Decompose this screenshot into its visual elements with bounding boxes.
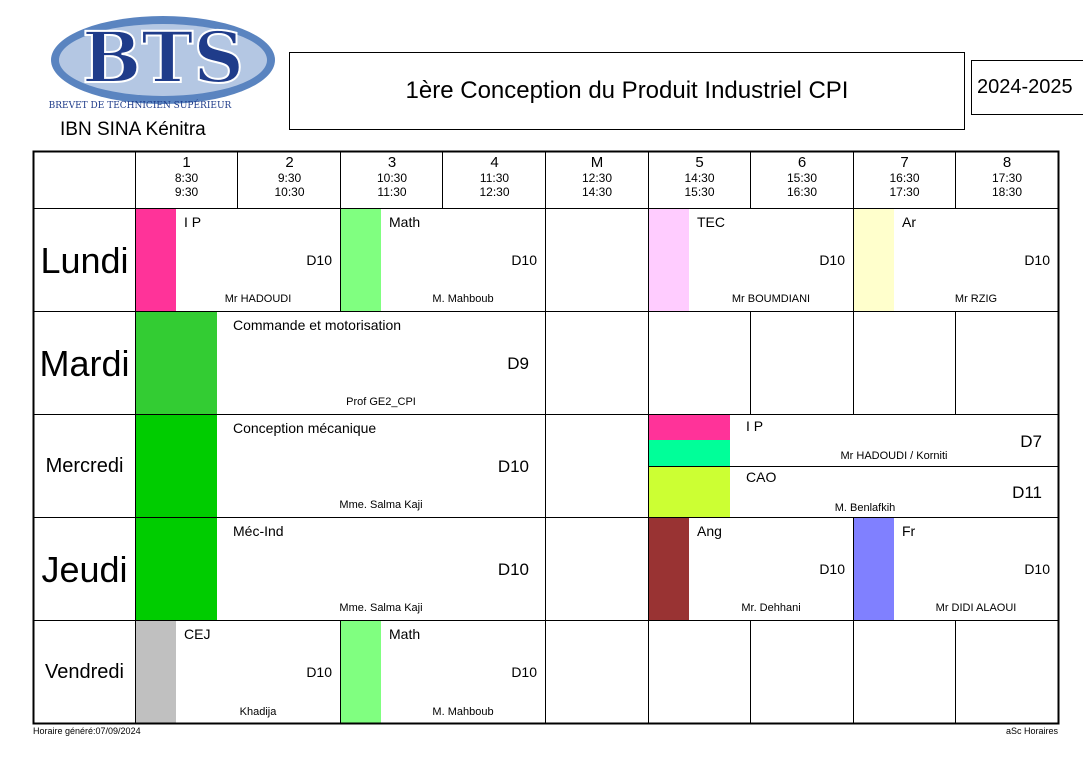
session-subject: Math bbox=[389, 214, 421, 230]
session-color-bar bbox=[136, 312, 217, 414]
session-subject: CAO bbox=[746, 469, 777, 485]
session-teacher: M. Benlafkih bbox=[834, 502, 896, 514]
software-credit: aSc Horaires bbox=[1005, 726, 1058, 736]
session-room: D10 bbox=[1024, 252, 1050, 268]
session-room: D10 bbox=[1024, 561, 1050, 577]
period-header: M 12:30 14:30 bbox=[581, 154, 613, 199]
period-header: 2 9:30 10:30 bbox=[274, 154, 305, 199]
session-color-bar bbox=[341, 621, 381, 723]
session-color-bar bbox=[136, 518, 217, 620]
session-subject: Méc-Ind bbox=[233, 523, 284, 539]
session-room: D9 bbox=[507, 354, 529, 373]
session-color-bar bbox=[854, 518, 894, 620]
session-subject: I P bbox=[184, 214, 202, 230]
period-header: 5 14:30 15:30 bbox=[684, 154, 715, 199]
generated-date: Horaire généré:07/09/2024 bbox=[33, 726, 141, 736]
session-teacher: Mr HADOUDI bbox=[224, 293, 292, 305]
session-subject: Math bbox=[389, 626, 421, 642]
session-room: D7 bbox=[1020, 432, 1042, 451]
session-color-bar bbox=[341, 209, 381, 311]
school-year: 2024-2025 bbox=[971, 60, 1083, 115]
session-room: D10 bbox=[497, 457, 529, 476]
session-subject: Ang bbox=[697, 523, 722, 539]
session-room: D10 bbox=[819, 561, 845, 577]
session-teacher: M. Mahboub bbox=[432, 706, 494, 718]
session-teacher: Mr BOUMDIANI bbox=[731, 293, 811, 305]
bts-logo: BTS BREVET DE TECHNICIEN SUPÉRIEUR bbox=[28, 8, 278, 116]
session-color-bar bbox=[136, 415, 217, 517]
day-label-mardi: Mardi bbox=[39, 342, 130, 384]
session-color-bar bbox=[649, 440, 730, 466]
logo-text: BTS bbox=[82, 16, 244, 99]
session-subject: TEC bbox=[697, 214, 725, 230]
session-color-bar bbox=[649, 518, 689, 620]
session-teacher: Mme. Salma Kaji bbox=[339, 602, 423, 614]
session-teacher: Mr HADOUDI / Korniti bbox=[840, 450, 948, 462]
session-room: D10 bbox=[306, 252, 332, 268]
day-label-mercredi: Mercredi bbox=[45, 455, 124, 477]
session-subject: Ar bbox=[902, 214, 916, 230]
period-header: 3 10:30 11:30 bbox=[376, 154, 408, 199]
session-subject: CEJ bbox=[184, 626, 211, 642]
session-room: D10 bbox=[306, 664, 332, 680]
period-header: 6 15:30 16:30 bbox=[786, 154, 818, 199]
session-subject: Fr bbox=[902, 523, 916, 539]
timetable-title: 1ère Conception du Produit Industriel CP… bbox=[289, 52, 965, 130]
session-room: D10 bbox=[819, 252, 845, 268]
day-label-lundi: Lundi bbox=[40, 239, 129, 281]
session-subject: Commande et motorisation bbox=[233, 317, 402, 333]
day-label-vendredi: Vendredi bbox=[45, 661, 124, 683]
period-header: 8 17:30 18:30 bbox=[991, 154, 1023, 199]
session-color-bar bbox=[649, 415, 730, 440]
session-subject: I P bbox=[746, 418, 764, 434]
session-color-bar bbox=[854, 209, 894, 311]
session-room: D10 bbox=[511, 252, 537, 268]
period-header: 4 11:30 12:30 bbox=[479, 154, 510, 199]
session-room: D11 bbox=[1012, 483, 1042, 502]
day-label-jeudi: Jeudi bbox=[41, 548, 128, 590]
school-name: IBN SINA Kénitra bbox=[60, 119, 206, 140]
session-color-bar bbox=[136, 621, 176, 723]
session-teacher: Mr. Dehhani bbox=[741, 602, 801, 614]
session-room: D10 bbox=[511, 664, 537, 680]
period-header: 7 16:30 17:30 bbox=[889, 154, 920, 199]
session-teacher: Mr RZIG bbox=[954, 293, 998, 305]
session-color-bar bbox=[649, 209, 689, 311]
session-room: D10 bbox=[497, 560, 529, 579]
session-teacher: Mr DIDI ALAOUI bbox=[935, 602, 1017, 614]
session-teacher: Mme. Salma Kaji bbox=[339, 499, 423, 511]
session-color-bar bbox=[136, 209, 176, 311]
session-subject: Conception mécanique bbox=[233, 420, 377, 436]
logo-subtitle: BREVET DE TECHNICIEN SUPÉRIEUR bbox=[49, 99, 232, 111]
session-teacher: Khadija bbox=[239, 706, 277, 718]
period-header: 1 8:30 9:30 bbox=[174, 154, 199, 199]
session-color-bar bbox=[649, 467, 730, 517]
session-teacher: Prof GE2_CPI bbox=[346, 396, 416, 408]
session-teacher: M. Mahboub bbox=[432, 293, 494, 305]
